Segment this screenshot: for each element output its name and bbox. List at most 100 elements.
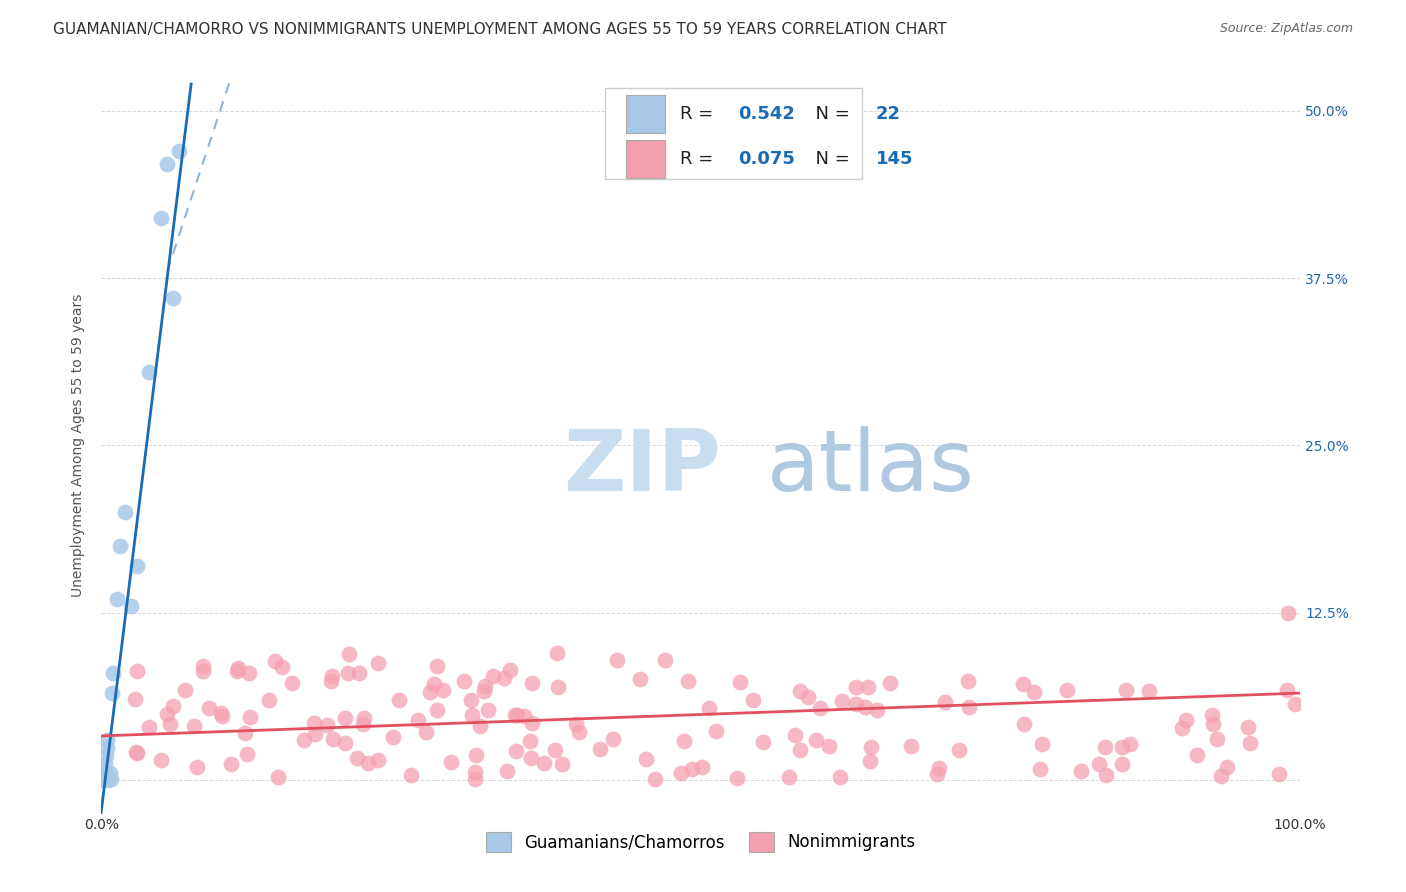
Point (319, 673, 342, 688)
Point (96, 741, 118, 756)
Point (167, 144, 190, 158)
Text: N =: N = (804, 150, 855, 168)
Point (853, 699, 876, 714)
Point (1171, 721, 1194, 735)
Point (162, 699, 184, 714)
Y-axis label: Unemployment Among Ages 55 to 59 years: Unemployment Among Ages 55 to 59 years (72, 293, 86, 597)
Point (1111, 740, 1133, 755)
Point (138, 365, 160, 379)
Point (1267, 767, 1289, 781)
Point (461, 708, 484, 723)
Point (440, 755, 463, 769)
Point (472, 684, 495, 698)
Point (127, 747, 149, 761)
Point (101, 686, 124, 700)
Point (266, 770, 288, 784)
Point (690, 760, 713, 774)
Point (704, 723, 727, 738)
Point (98, 766, 121, 780)
Point (426, 659, 449, 673)
Text: Source: ZipAtlas.com: Source: ZipAtlas.com (1219, 22, 1353, 36)
Point (817, 739, 839, 753)
Point (565, 717, 588, 731)
Point (506, 708, 529, 723)
Point (831, 694, 853, 708)
Point (173, 682, 195, 697)
Point (321, 669, 343, 683)
Point (381, 730, 404, 744)
Point (238, 666, 260, 681)
Point (1088, 757, 1111, 772)
Point (1277, 606, 1299, 620)
Point (928, 762, 950, 776)
Point (406, 713, 429, 727)
Point (150, 211, 173, 225)
Point (1137, 683, 1160, 698)
Point (280, 675, 302, 690)
FancyBboxPatch shape (626, 140, 665, 178)
Point (460, 692, 482, 706)
Point (335, 736, 357, 750)
Point (336, 665, 359, 680)
Point (114, 505, 136, 519)
Point (900, 739, 922, 754)
Point (235, 747, 257, 762)
Point (1056, 682, 1078, 697)
Point (1185, 748, 1208, 763)
Point (494, 671, 516, 685)
Point (810, 701, 832, 715)
Text: ZIP: ZIP (562, 426, 720, 509)
Point (499, 663, 522, 677)
Point (100, 772, 122, 786)
Point (367, 656, 389, 670)
Point (419, 685, 441, 699)
Point (156, 157, 179, 171)
Point (209, 706, 232, 721)
Point (934, 695, 956, 709)
Point (211, 709, 233, 723)
Point (226, 661, 249, 675)
Point (789, 743, 811, 757)
Point (94, 757, 117, 772)
Point (1115, 683, 1137, 698)
Point (785, 728, 807, 742)
Point (1029, 763, 1052, 777)
Point (367, 753, 389, 767)
Text: 0.542: 0.542 (738, 105, 794, 123)
Point (546, 646, 568, 660)
Point (533, 756, 555, 770)
Point (432, 682, 454, 697)
Point (644, 772, 666, 786)
Point (346, 751, 368, 765)
Point (415, 725, 437, 739)
Point (347, 666, 370, 681)
Point (91, 769, 114, 783)
Point (1111, 756, 1133, 771)
Point (464, 748, 486, 763)
Point (1022, 685, 1045, 699)
Point (352, 716, 374, 731)
Point (1011, 676, 1033, 690)
Point (257, 693, 280, 707)
Point (1284, 698, 1306, 712)
Point (845, 681, 868, 695)
Point (520, 751, 543, 765)
Point (1012, 717, 1035, 731)
Point (1239, 736, 1261, 750)
Point (464, 772, 486, 786)
Point (879, 676, 901, 690)
Point (544, 743, 567, 757)
Point (1119, 737, 1142, 751)
Point (859, 754, 882, 768)
Point (125, 745, 148, 759)
Point (866, 703, 889, 717)
Point (948, 743, 970, 757)
Point (654, 652, 676, 666)
Point (1095, 768, 1118, 782)
Point (505, 744, 527, 758)
Point (138, 720, 160, 734)
Point (856, 680, 879, 694)
Point (681, 762, 703, 776)
Point (183, 718, 205, 732)
Point (477, 703, 499, 717)
